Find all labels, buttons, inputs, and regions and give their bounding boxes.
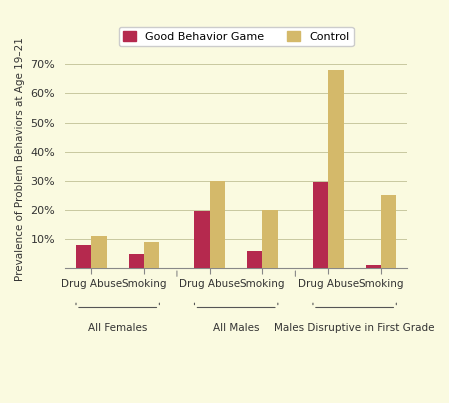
Bar <box>210 181 225 268</box>
Y-axis label: Prevalence of Problem Behaviors at Age 19–21: Prevalence of Problem Behaviors at Age 1… <box>15 37 25 281</box>
Bar <box>247 251 263 268</box>
Bar <box>194 212 210 268</box>
Bar <box>313 182 328 268</box>
Bar <box>76 245 91 268</box>
Legend: Good Behavior Game, Control: Good Behavior Game, Control <box>119 27 354 46</box>
Text: All Males: All Males <box>213 323 260 333</box>
Bar <box>263 210 278 268</box>
Bar <box>144 242 159 268</box>
Bar <box>328 70 343 268</box>
Bar <box>381 195 396 268</box>
Bar <box>91 236 107 268</box>
Text: All Females: All Females <box>88 323 147 333</box>
Bar <box>129 253 144 268</box>
Bar <box>365 265 381 268</box>
Text: Males Disruptive in First Grade: Males Disruptive in First Grade <box>274 323 435 333</box>
